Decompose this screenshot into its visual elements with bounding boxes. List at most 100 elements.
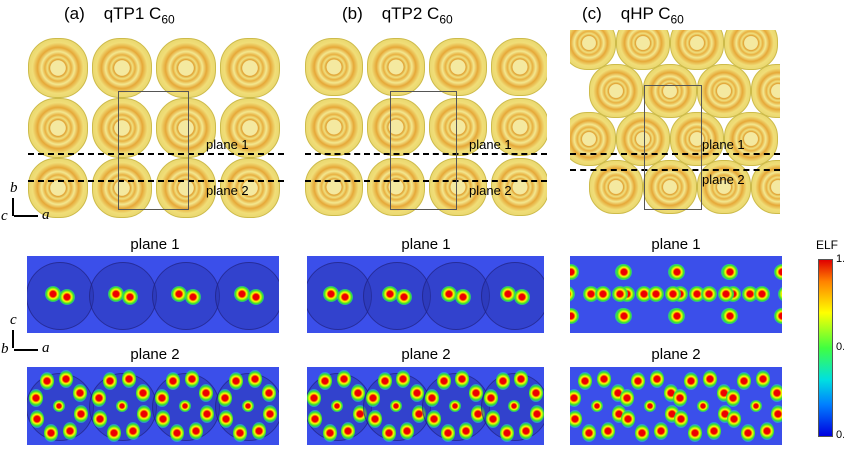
elf-maximum [377, 372, 392, 391]
c60-molecule [724, 112, 778, 166]
elf-maximum [115, 400, 128, 412]
unit-cell-outline [117, 91, 189, 210]
elf-maximum [367, 410, 382, 429]
elf-maximum [619, 388, 634, 407]
c60-molecule [491, 38, 547, 96]
elf-maximum [350, 383, 365, 402]
elf-maximum [596, 370, 611, 389]
elf-maximum [426, 410, 441, 429]
elf-maximum [107, 286, 124, 302]
c60-molecule [220, 98, 280, 158]
elf-maximum [166, 372, 181, 391]
elf-maximum [308, 410, 323, 429]
elf-maximum [137, 405, 152, 424]
panel-c-title: (c) qHP C60 [582, 4, 684, 26]
elf-maximum [635, 286, 652, 302]
elf-maximum [58, 289, 75, 305]
plane1-line [305, 153, 547, 155]
elf-maximum [688, 286, 705, 302]
elf-maximum [135, 383, 150, 402]
axis-a-arrow [14, 349, 38, 351]
c60-molecule [92, 38, 152, 98]
c60-molecule [156, 158, 216, 218]
colorbar-tick-max: 1.0 [836, 253, 844, 265]
elf-maximum [62, 421, 77, 440]
c60-molecule [92, 158, 152, 218]
plane2-line [305, 180, 547, 182]
elf-maximum [578, 372, 593, 391]
elf-maximum [706, 421, 721, 440]
elf-maximum [721, 308, 738, 324]
elf-maximum [455, 370, 470, 389]
c60-molecule [305, 98, 363, 156]
elf-maximum [395, 370, 410, 389]
c60-molecule [156, 38, 216, 98]
plane1-label-b: plane 1 [401, 236, 451, 253]
elf-maximum [777, 286, 782, 302]
elf-maximum [702, 370, 717, 389]
elf-maximum [615, 308, 632, 324]
elf-maximum [121, 370, 136, 389]
c60-molecule [305, 38, 363, 96]
elf-maximum [233, 286, 250, 302]
c60-molecule [491, 98, 547, 156]
c60-molecule [367, 38, 425, 96]
elf-maximum [251, 421, 266, 440]
elf-maximum [508, 400, 521, 412]
structure-name: qTP2 C [381, 4, 440, 23]
elf-maximum [336, 289, 353, 305]
structure-qtp1: plane 1 plane 2 [28, 36, 284, 218]
structure-name: qTP1 C [103, 4, 162, 23]
elf-maximum [340, 421, 355, 440]
elf-maximum [107, 423, 122, 442]
elf-maximum [484, 388, 499, 407]
plane1-label-a: plane 1 [130, 236, 180, 253]
c60-molecule [28, 98, 88, 158]
unit-cell-outline [389, 91, 458, 210]
axis-a-label: a [42, 207, 50, 223]
c60-molecule [220, 158, 280, 218]
elf-maximum [395, 289, 412, 305]
elf-maximum [727, 410, 742, 429]
c60-molecule [429, 158, 487, 216]
axis-b-arrow [12, 198, 14, 216]
elf-maximum [649, 370, 664, 389]
elf-map-qhp-plane1 [570, 256, 782, 333]
elf-maximum [44, 286, 61, 302]
elf-maximum [72, 383, 87, 402]
elf-maximum [436, 372, 451, 391]
plane2-tag: plane 2 [469, 183, 512, 198]
elf-colorbar [818, 259, 833, 437]
elf-maximum [455, 289, 472, 305]
elf-maximum [753, 286, 770, 302]
elf-maximum [674, 410, 689, 429]
elf-maximum [643, 400, 656, 412]
plane1-line [570, 153, 780, 155]
plane2-tag: plane 2 [206, 183, 249, 198]
panel-label: (c) [582, 4, 602, 23]
elf-maximum [570, 264, 579, 280]
colorbar-title: ELF [816, 238, 839, 252]
elf-maximum [198, 383, 213, 402]
elf-maximum [582, 423, 597, 442]
elf-maximum [30, 410, 45, 429]
plane1-tag: plane 1 [702, 137, 745, 152]
elf-maximum [486, 410, 501, 429]
elf-map-qtp1-plane2 [27, 367, 279, 445]
elf-maximum [125, 421, 140, 440]
c60-molecule [429, 38, 487, 96]
axis-b-label: b [10, 180, 18, 196]
elf-maximum [530, 405, 544, 424]
elf-maximum [514, 289, 531, 305]
panel-b-title: (b) qTP2 C60 [342, 4, 453, 26]
elf-maximum [121, 289, 138, 305]
elf-maximum [441, 286, 458, 302]
elf-maximum [322, 423, 337, 442]
c60-molecule [156, 98, 216, 158]
elf-maximum [156, 410, 171, 429]
elf-maximum [773, 264, 782, 280]
elf-maximum [700, 286, 717, 302]
plane2-label-a: plane 2 [130, 346, 180, 363]
elf-maximum [247, 289, 264, 305]
elf-maximum [611, 286, 628, 302]
